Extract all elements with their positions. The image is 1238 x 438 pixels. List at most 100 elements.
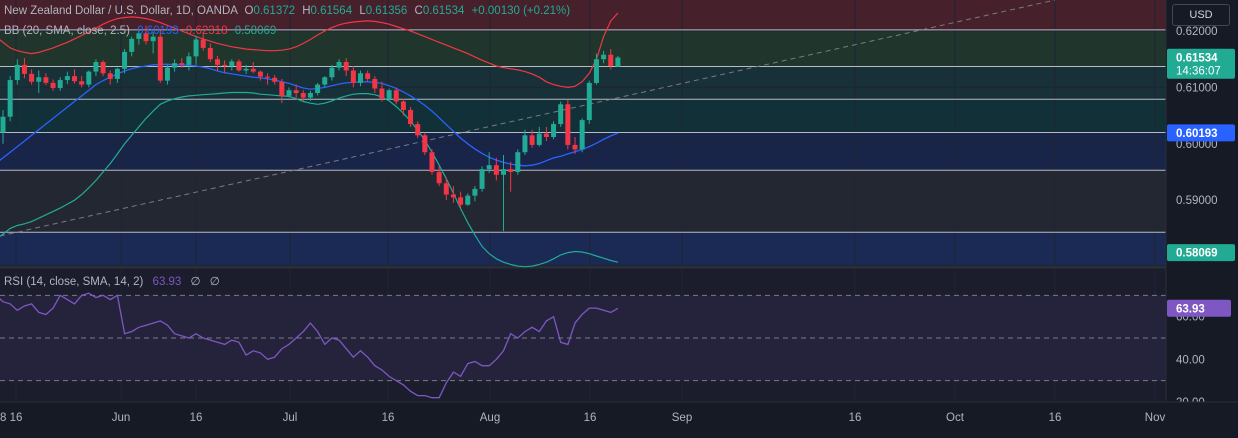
candle-body[interactable]: [393, 90, 399, 102]
candle-body[interactable]: [186, 56, 192, 65]
candle-body[interactable]: [114, 68, 120, 79]
candle-body[interactable]: [522, 135, 528, 153]
candle-body[interactable]: [493, 165, 499, 175]
candle-body[interactable]: [307, 93, 313, 98]
candle-body[interactable]: [79, 81, 85, 85]
candle-body[interactable]: [386, 90, 392, 99]
candle-body[interactable]: [343, 62, 349, 71]
candle-body[interactable]: [515, 152, 521, 172]
candle-body[interactable]: [272, 77, 278, 82]
candle-body[interactable]: [107, 73, 113, 79]
candle-body[interactable]: [551, 124, 557, 138]
candle-body[interactable]: [150, 36, 156, 42]
candle-body[interactable]: [315, 84, 321, 94]
candle-body[interactable]: [529, 135, 535, 145]
candle-body[interactable]: [257, 71, 263, 77]
candle-body[interactable]: [29, 73, 35, 82]
last-price-tag: 0.61534: [1176, 52, 1218, 64]
candle-body[interactable]: [43, 77, 49, 83]
candle-body[interactable]: [565, 104, 571, 145]
bb-legend[interactable]: BB (20, SMA, close, 2.5) 0.60193 0.62318…: [4, 24, 276, 38]
candle-body[interactable]: [57, 80, 63, 88]
candle-body[interactable]: [572, 144, 578, 150]
candle-body[interactable]: [350, 70, 356, 83]
candle-body[interactable]: [207, 47, 213, 60]
symbol-legend[interactable]: New Zealand Dollar / U.S. Dollar, 1D, OA…: [4, 4, 570, 18]
candle-body[interactable]: [422, 135, 428, 153]
candle-body[interactable]: [443, 183, 449, 195]
candle-body[interactable]: [593, 59, 599, 83]
candle-body[interactable]: [472, 188, 478, 196]
candle-body[interactable]: [429, 152, 435, 172]
candle-body[interactable]: [93, 62, 99, 72]
candle-body[interactable]: [86, 71, 92, 85]
candle-body[interactable]: [400, 101, 406, 110]
candle-body[interactable]: [36, 77, 42, 82]
candle-body[interactable]: [200, 39, 206, 48]
candle-body[interactable]: [372, 78, 378, 89]
candle-body[interactable]: [379, 88, 385, 99]
candle-body[interactable]: [408, 109, 414, 125]
candle-body[interactable]: [486, 165, 492, 170]
candle-body[interactable]: [236, 61, 242, 71]
candle-body[interactable]: [608, 54, 614, 66]
price-tick-label: 0.60000: [1176, 139, 1218, 151]
candle-body[interactable]: [100, 62, 106, 74]
candle-body[interactable]: [50, 82, 56, 88]
candle-body[interactable]: [508, 169, 514, 172]
candle-body[interactable]: [250, 68, 256, 72]
candle-body[interactable]: [215, 59, 220, 65]
price-axis[interactable]: 0.62000 0.61000 0.60000 0.59000 0.6153414:36…: [1165, 0, 1238, 438]
candle-body[interactable]: [286, 90, 292, 96]
candle-body[interactable]: [0, 116, 6, 133]
candle-body[interactable]: [229, 61, 235, 66]
candle-body[interactable]: [129, 38, 135, 52]
time-axis[interactable]: 16 Jun 16 Jul 16 Aug 16 Sep 16 Oct 16 Nov 18: [0, 401, 1238, 438]
candle-body[interactable]: [579, 120, 585, 150]
candle-body[interactable]: [136, 33, 142, 39]
candle-body[interactable]: [300, 93, 306, 98]
candle-body[interactable]: [558, 104, 564, 125]
candle-body[interactable]: [536, 133, 542, 145]
candle-body[interactable]: [179, 63, 185, 65]
candle-body[interactable]: [365, 73, 371, 79]
candle-body[interactable]: [415, 124, 421, 136]
candle-body[interactable]: [222, 64, 228, 66]
candle-body[interactable]: [329, 67, 335, 78]
change-value: +0.00130 (+0.21%): [471, 5, 571, 17]
candle-body[interactable]: [543, 133, 549, 138]
candle-body[interactable]: [615, 57, 621, 67]
candle-body[interactable]: [72, 76, 77, 82]
candle-body[interactable]: [122, 51, 128, 69]
candle-body[interactable]: [465, 195, 471, 205]
candle-body[interactable]: [164, 67, 170, 81]
candle-body[interactable]: [157, 36, 163, 81]
price-tick-label: 0.59000: [1176, 195, 1218, 207]
candle-body[interactable]: [586, 82, 592, 121]
candle-body[interactable]: [172, 63, 178, 68]
candle-body[interactable]: [458, 197, 464, 205]
candle-body[interactable]: [358, 73, 363, 83]
candle-body[interactable]: [265, 76, 271, 78]
candle-body[interactable]: [479, 169, 485, 189]
open-value: 0.61372: [253, 5, 296, 17]
rsi-legend[interactable]: RSI (14, close, SMA, 14, 2) 63.93 ∅ ∅: [4, 275, 220, 289]
currency-button[interactable]: USD: [1172, 4, 1230, 26]
candle-body[interactable]: [322, 77, 328, 85]
candle-body[interactable]: [293, 90, 299, 94]
candle-body[interactable]: [601, 54, 607, 60]
candle-body[interactable]: [14, 64, 20, 81]
candle-body[interactable]: [193, 39, 199, 57]
candle-body[interactable]: [501, 169, 506, 175]
candle-body[interactable]: [279, 81, 285, 96]
candle-body[interactable]: [436, 171, 442, 184]
candle-body[interactable]: [21, 64, 27, 74]
candle-body[interactable]: [64, 76, 70, 81]
candle-body[interactable]: [243, 68, 249, 71]
candle-body[interactable]: [143, 33, 149, 42]
candle-body[interactable]: [450, 194, 456, 198]
candle-body[interactable]: [7, 80, 13, 117]
candle-body[interactable]: [336, 62, 342, 68]
dashed-trendline[interactable]: [0, 0, 1056, 237]
